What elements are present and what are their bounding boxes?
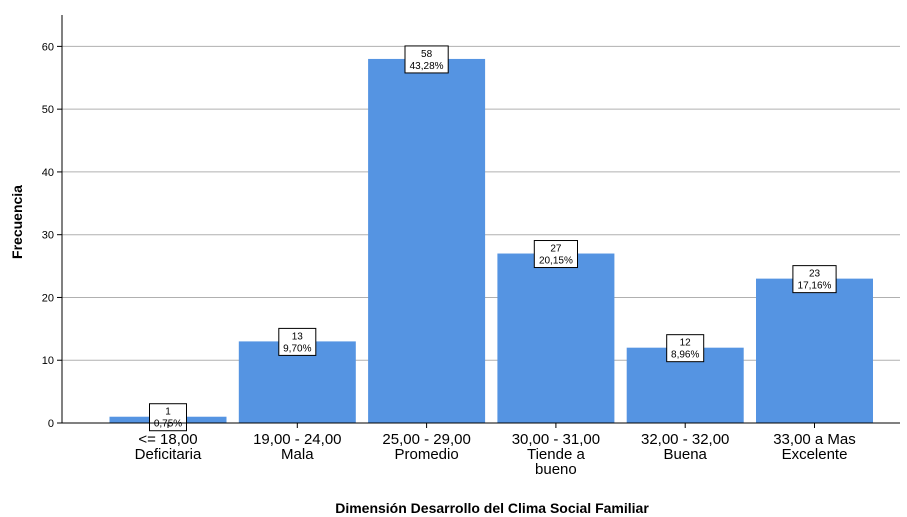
data-label-count: 1 bbox=[165, 407, 171, 418]
x-tick-label: Deficitaria bbox=[135, 446, 202, 463]
data-label-count: 13 bbox=[292, 331, 304, 342]
y-tick-label: 60 bbox=[42, 41, 54, 53]
x-tick-label: <= 18,00 bbox=[138, 431, 197, 448]
y-tick-label: 0 bbox=[48, 418, 54, 430]
x-tick-label: Tiende a bbox=[527, 446, 585, 463]
bar bbox=[497, 253, 615, 423]
data-labels: 10,75%139,70%5843,28%2720,15%128,96%2317… bbox=[149, 45, 837, 432]
y-axis-title: Frecuencia bbox=[9, 185, 25, 259]
x-axis-title: Dimensión Desarrollo del Clima Social Fa… bbox=[335, 500, 649, 516]
x-tick-label: Buena bbox=[664, 446, 708, 463]
y-tick-label: 30 bbox=[42, 230, 54, 242]
data-label: 128,96% bbox=[666, 334, 705, 363]
data-label-percent: 20,15% bbox=[539, 256, 573, 267]
data-label-box bbox=[792, 265, 837, 294]
data-label-percent: 9,70% bbox=[283, 343, 311, 354]
y-tick-label: 40 bbox=[42, 167, 54, 179]
x-tick-label: 25,00 - 29,00 bbox=[382, 431, 470, 448]
x-tick-label: Excelente bbox=[782, 446, 848, 463]
data-label-box bbox=[149, 403, 187, 432]
x-tick-label: bueno bbox=[535, 461, 577, 478]
data-label-box bbox=[666, 334, 705, 363]
data-label-count: 27 bbox=[550, 244, 562, 255]
data-label-percent: 43,28% bbox=[410, 61, 444, 72]
data-label-percent: 8,96% bbox=[671, 350, 699, 361]
x-tick-label: Promedio bbox=[394, 446, 458, 463]
data-label-box bbox=[533, 240, 578, 269]
x-tick-label: 19,00 - 24,00 bbox=[253, 431, 341, 448]
x-tick-label: 32,00 - 32,00 bbox=[641, 431, 729, 448]
x-tick-label: Mala bbox=[281, 446, 314, 463]
data-label-box bbox=[278, 327, 317, 356]
y-tick-label: 20 bbox=[42, 292, 54, 304]
x-tick-label: 30,00 - 31,00 bbox=[512, 431, 600, 448]
data-label: 139,70% bbox=[278, 327, 317, 356]
data-label-percent: 17,16% bbox=[798, 281, 832, 292]
y-tick-labels: 0 10 20 30 40 50 60 bbox=[42, 41, 62, 430]
y-tick-label: 50 bbox=[42, 104, 54, 116]
x-tick-label: 33,00 a Mas bbox=[773, 431, 856, 448]
data-label-box bbox=[404, 45, 449, 74]
bar bbox=[756, 278, 873, 423]
data-label-count: 12 bbox=[680, 338, 692, 349]
bars bbox=[109, 58, 873, 423]
data-label-count: 23 bbox=[809, 269, 821, 280]
y-tick-label: 10 bbox=[42, 355, 54, 367]
bar bbox=[368, 58, 486, 423]
data-label-count: 58 bbox=[421, 49, 433, 60]
